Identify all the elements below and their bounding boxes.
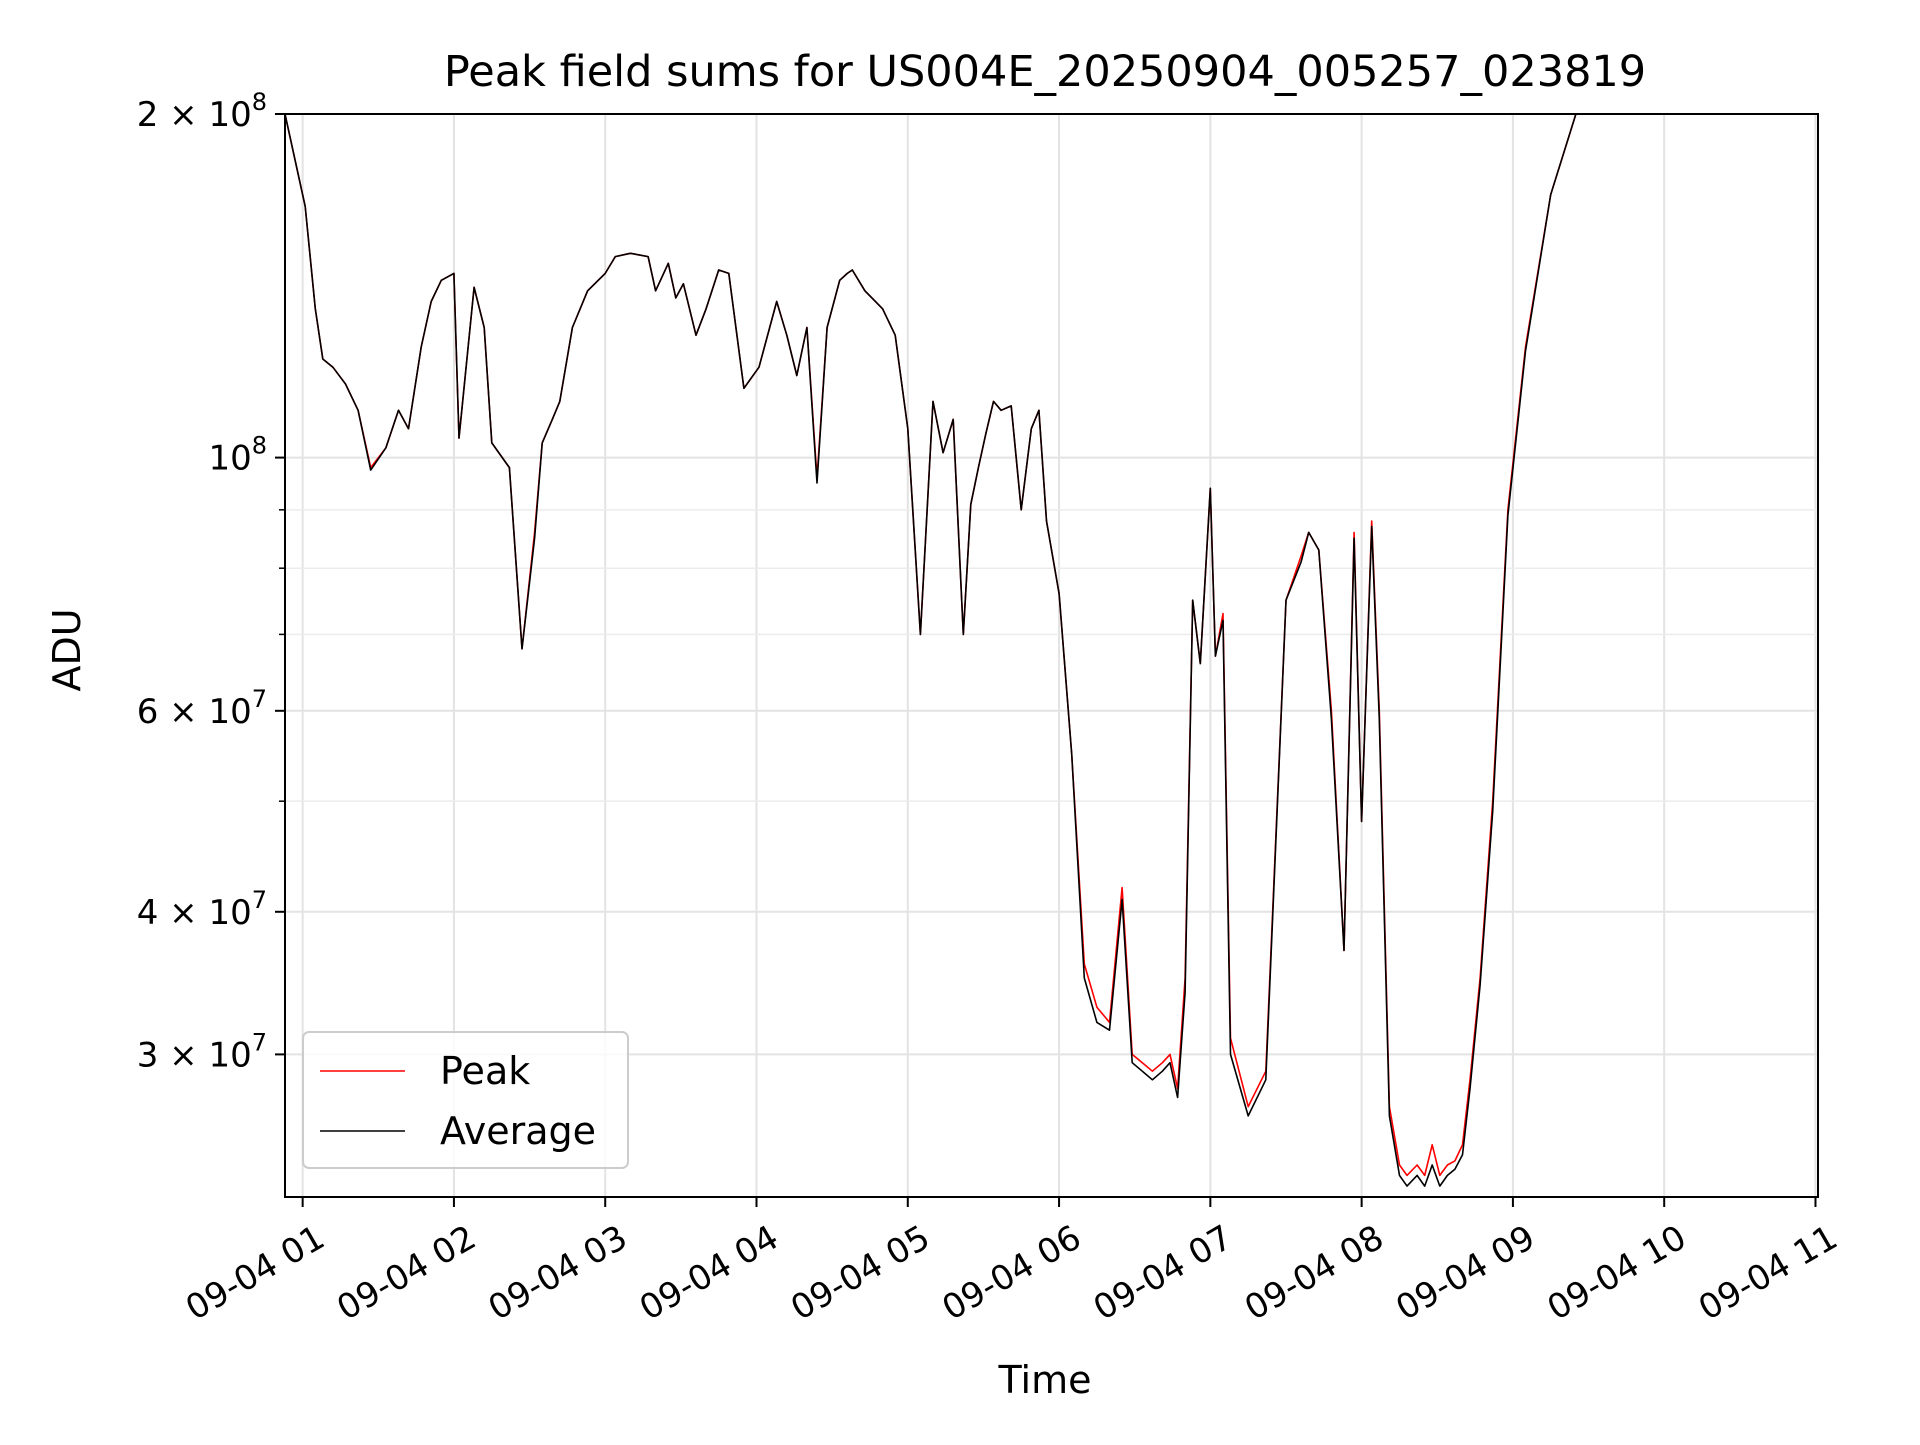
series-line-average bbox=[285, 114, 1816, 1187]
legend: Peak Average bbox=[302, 1031, 629, 1169]
plot-frame bbox=[284, 113, 1819, 1198]
y-tick-label: 2 × 108 bbox=[137, 88, 267, 135]
y-axis-label: ADU bbox=[45, 608, 89, 691]
legend-peak-label: Peak bbox=[440, 1049, 530, 1093]
y-tick-label: 3 × 107 bbox=[137, 1028, 267, 1075]
y-tick-label: 4 × 107 bbox=[137, 886, 267, 933]
x-axis-label: Time bbox=[998, 1358, 1092, 1402]
y-tick-label: 108 bbox=[208, 432, 267, 479]
chart-title: Peak field sums for US004E_20250904_0052… bbox=[444, 47, 1646, 97]
plot-area bbox=[285, 114, 1816, 1187]
y-tick-label: 6 × 107 bbox=[137, 685, 267, 732]
legend-average-label: Average bbox=[440, 1109, 596, 1153]
legend-box bbox=[302, 1031, 629, 1169]
